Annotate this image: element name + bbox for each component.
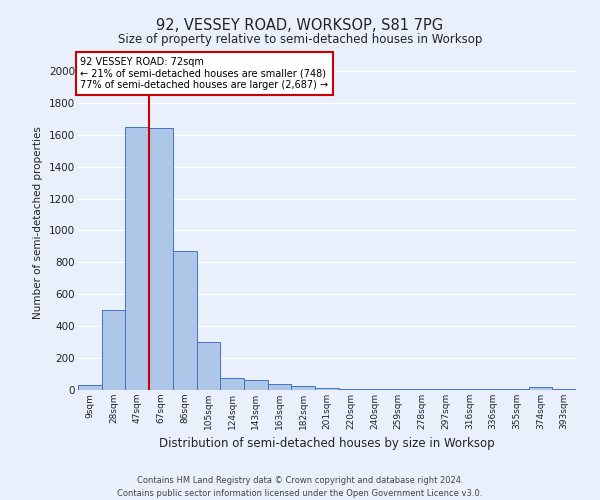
- Text: 92 VESSEY ROAD: 72sqm
← 21% of semi-detached houses are smaller (748)
77% of sem: 92 VESSEY ROAD: 72sqm ← 21% of semi-deta…: [80, 56, 329, 90]
- Bar: [386, 389, 410, 390]
- Bar: [220, 378, 244, 390]
- Bar: [529, 387, 552, 390]
- Bar: [268, 384, 292, 390]
- Bar: [481, 389, 505, 390]
- Bar: [434, 389, 457, 390]
- Text: Size of property relative to semi-detached houses in Worksop: Size of property relative to semi-detach…: [118, 32, 482, 46]
- Bar: [78, 385, 102, 390]
- Text: Contains HM Land Registry data © Crown copyright and database right 2024.
Contai: Contains HM Land Registry data © Crown c…: [118, 476, 482, 498]
- Bar: [362, 389, 386, 390]
- Bar: [102, 310, 125, 390]
- Bar: [292, 386, 315, 390]
- Bar: [410, 389, 434, 390]
- X-axis label: Distribution of semi-detached houses by size in Worksop: Distribution of semi-detached houses by …: [159, 438, 495, 450]
- Bar: [173, 251, 197, 390]
- Bar: [457, 389, 481, 390]
- Y-axis label: Number of semi-detached properties: Number of semi-detached properties: [34, 126, 43, 319]
- Bar: [149, 128, 173, 390]
- Text: 92, VESSEY ROAD, WORKSOP, S81 7PG: 92, VESSEY ROAD, WORKSOP, S81 7PG: [157, 18, 443, 32]
- Bar: [315, 388, 339, 390]
- Bar: [505, 389, 529, 390]
- Bar: [197, 342, 220, 390]
- Bar: [552, 389, 576, 390]
- Bar: [339, 389, 362, 390]
- Bar: [125, 127, 149, 390]
- Bar: [244, 380, 268, 390]
